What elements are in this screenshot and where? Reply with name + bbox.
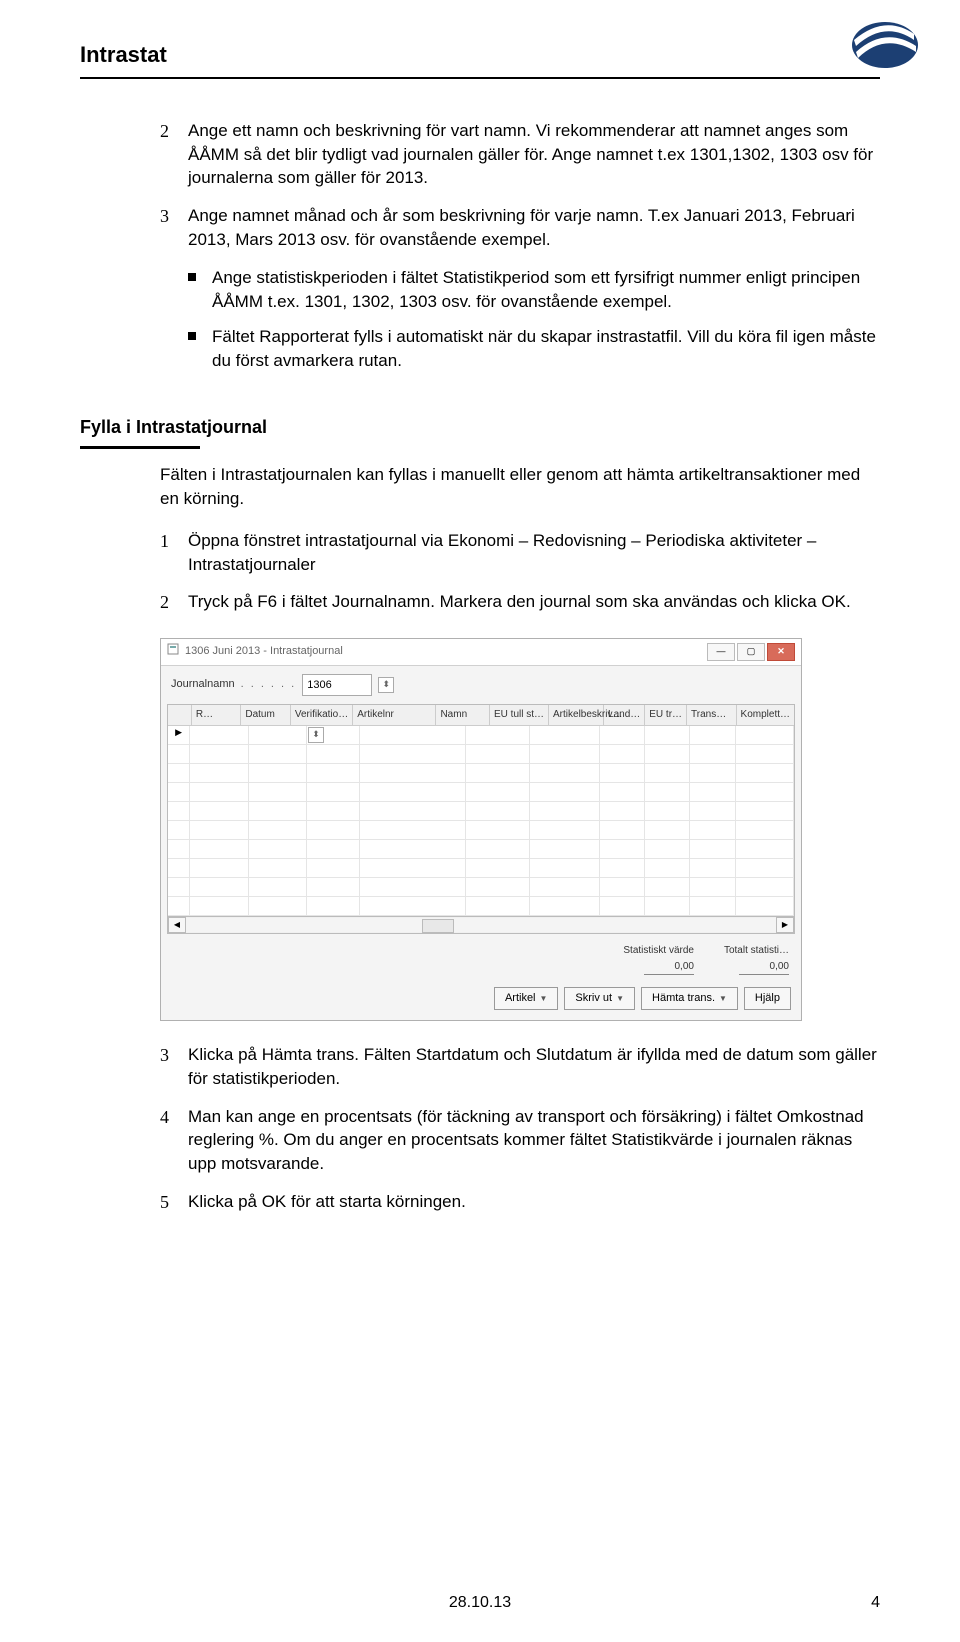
step-number: 2 (160, 119, 188, 190)
window-icon (167, 643, 179, 660)
maximize-button[interactable]: ▢ (737, 643, 765, 661)
step-2: 2 Ange ett namn och beskrivning för vart… (160, 119, 880, 190)
content: 2 Ange ett namn och beskrivning för vart… (160, 119, 880, 1215)
brand-logo (850, 20, 920, 77)
col-verifikation[interactable]: Verifikatio… (291, 705, 353, 725)
col-r[interactable]: R… (192, 705, 242, 725)
form-row: Journalnamn . . . . . . 1306 ⬍ (161, 666, 801, 698)
step-3: 3 Ange namnet månad och år som beskrivni… (160, 204, 880, 252)
page-number: 4 (871, 1592, 880, 1614)
step-text: Ange namnet månad och år som beskrivning… (188, 204, 880, 252)
table-row[interactable]: ▶⬍ (168, 726, 794, 745)
step-5b: 5 Klicka på OK för att starta körningen. (160, 1190, 880, 1215)
artikel-button[interactable]: Artikel▼ (494, 987, 558, 1010)
scroll-right-button[interactable]: ▶ (776, 917, 794, 933)
chevron-down-icon: ▼ (719, 993, 727, 1004)
total-value: 0,00 (739, 960, 789, 975)
table-row[interactable] (168, 764, 794, 783)
lookup-button[interactable]: ⬍ (378, 677, 394, 693)
table-row[interactable] (168, 897, 794, 916)
table-row[interactable] (168, 840, 794, 859)
total-statistiskt: Statistiskt värde 0,00 (623, 944, 694, 975)
page-header: Intrastat (80, 40, 880, 79)
journalnamn-input[interactable]: 1306 (302, 674, 372, 696)
footer-date: 28.10.13 (0, 1592, 960, 1614)
minimize-button[interactable]: — (707, 643, 735, 661)
step-1b: 1 Öppna fönstret intrastatjournal via Ek… (160, 529, 880, 577)
col-artikelnr[interactable]: Artikelnr (353, 705, 436, 725)
horizontal-scrollbar[interactable]: ◀ ▶ (167, 917, 795, 934)
col-trans[interactable]: Trans… (687, 705, 737, 725)
table-row[interactable] (168, 821, 794, 840)
scroll-track[interactable] (186, 918, 776, 932)
col-eu-tr[interactable]: EU tr… (645, 705, 687, 725)
close-button[interactable]: ✕ (767, 643, 795, 661)
col-namn[interactable]: Namn (436, 705, 490, 725)
step-number: 3 (160, 204, 188, 252)
total-totalt: Totalt statisti… 0,00 (724, 944, 789, 975)
grid-header: R… Datum Verifikatio… Artikelnr Namn EU … (168, 705, 794, 726)
page-title: Intrastat (80, 40, 880, 71)
scroll-thumb[interactable] (422, 919, 454, 933)
section-title: Fylla i Intrastatjournal (80, 415, 880, 440)
section-rule (80, 446, 200, 449)
app-window: 1306 Juni 2013 - Intrastatjournal — ▢ ✕ … (160, 638, 802, 1021)
step-text: Klicka på OK för att starta körningen. (188, 1190, 880, 1215)
chevron-down-icon: ▼ (616, 993, 624, 1004)
total-label: Totalt statisti… (724, 944, 789, 958)
step-text: Klicka på Hämta trans. Fälten Startdatum… (188, 1043, 880, 1091)
button-row: Artikel▼ Skriv ut▼ Hämta trans.▼ Hjälp (161, 981, 801, 1020)
bullet-item: Ange statistiskperioden i fältet Statist… (188, 266, 880, 314)
step-3b: 3 Klicka på Hämta trans. Fälten Startdat… (160, 1043, 880, 1091)
total-value: 0,00 (644, 960, 694, 975)
table-row[interactable] (168, 859, 794, 878)
step-text: Ange ett namn och beskrivning för vart n… (188, 119, 880, 190)
grid: R… Datum Verifikatio… Artikelnr Namn EU … (167, 704, 795, 917)
table-row[interactable] (168, 783, 794, 802)
total-label: Statistiskt värde (623, 944, 694, 958)
step-number: 1 (160, 529, 188, 577)
grid-body: ▶⬍ (168, 726, 794, 916)
table-row[interactable] (168, 745, 794, 764)
table-row[interactable] (168, 878, 794, 897)
step-4b: 4 Man kan ange en procentsats (för täckn… (160, 1105, 880, 1176)
col-komplett[interactable]: Komplett… (737, 705, 794, 725)
step-number: 5 (160, 1190, 188, 1215)
col-datum[interactable]: Datum (241, 705, 291, 725)
col-marker[interactable] (168, 705, 192, 725)
step-text: Tryck på F6 i fältet Journalnamn. Marker… (188, 590, 880, 615)
scroll-left-button[interactable]: ◀ (168, 917, 186, 933)
step-number: 4 (160, 1105, 188, 1176)
hjalp-button[interactable]: Hjälp (744, 987, 791, 1010)
bullet-list: Ange statistiskperioden i fältet Statist… (188, 266, 880, 373)
window-title: 1306 Juni 2013 - Intrastatjournal (185, 644, 343, 659)
totals: Statistiskt värde 0,00 Totalt statisti… … (161, 934, 801, 981)
col-eu-tull[interactable]: EU tull st… (490, 705, 549, 725)
titlebar: 1306 Juni 2013 - Intrastatjournal — ▢ ✕ (161, 639, 801, 666)
chevron-down-icon: ▼ (540, 993, 548, 1004)
col-land[interactable]: Land… (604, 705, 645, 725)
step-text: Man kan ange en procentsats (för täcknin… (188, 1105, 880, 1176)
skriv-ut-button[interactable]: Skriv ut▼ (564, 987, 635, 1010)
step-number: 3 (160, 1043, 188, 1091)
step-2b: 2 Tryck på F6 i fältet Journalnamn. Mark… (160, 590, 880, 615)
step-text: Öppna fönstret intrastatjournal via Ekon… (188, 529, 880, 577)
step-number: 2 (160, 590, 188, 615)
journalnamn-label: Journalnamn (171, 677, 235, 692)
table-row[interactable] (168, 802, 794, 821)
col-artikelbeskr[interactable]: Artikelbeskriv… (549, 705, 604, 725)
section-intro: Fälten i Intrastatjournalen kan fyllas i… (160, 463, 880, 511)
label-dots: . . . . . . (241, 677, 297, 692)
hamta-trans-button[interactable]: Hämta trans.▼ (641, 987, 738, 1010)
bullet-item: Fältet Rapporterat fylls i automatiskt n… (188, 325, 880, 373)
window-controls: — ▢ ✕ (707, 643, 795, 661)
